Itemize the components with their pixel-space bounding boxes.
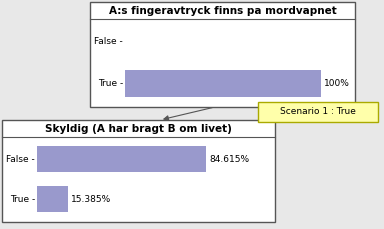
Text: 100%: 100% — [324, 79, 350, 88]
Bar — [2, 120, 275, 222]
Bar — [90, 2, 355, 107]
Text: False -: False - — [6, 155, 35, 164]
Bar — [258, 102, 378, 122]
Text: 84.615%: 84.615% — [209, 155, 249, 164]
Bar — [37, 186, 68, 212]
Text: A:s fingeravtryck finns pa mordvapnet: A:s fingeravtryck finns pa mordvapnet — [109, 5, 336, 16]
Text: True -: True - — [98, 79, 123, 88]
Text: 15.385%: 15.385% — [71, 194, 111, 204]
Bar — [37, 146, 206, 172]
Text: Skyldig (A har bragt B om livet): Skyldig (A har bragt B om livet) — [45, 123, 232, 134]
Text: True -: True - — [10, 194, 35, 204]
Text: Scenario 1 : True: Scenario 1 : True — [280, 107, 356, 117]
Text: False -: False - — [94, 37, 123, 46]
Bar — [125, 70, 321, 97]
